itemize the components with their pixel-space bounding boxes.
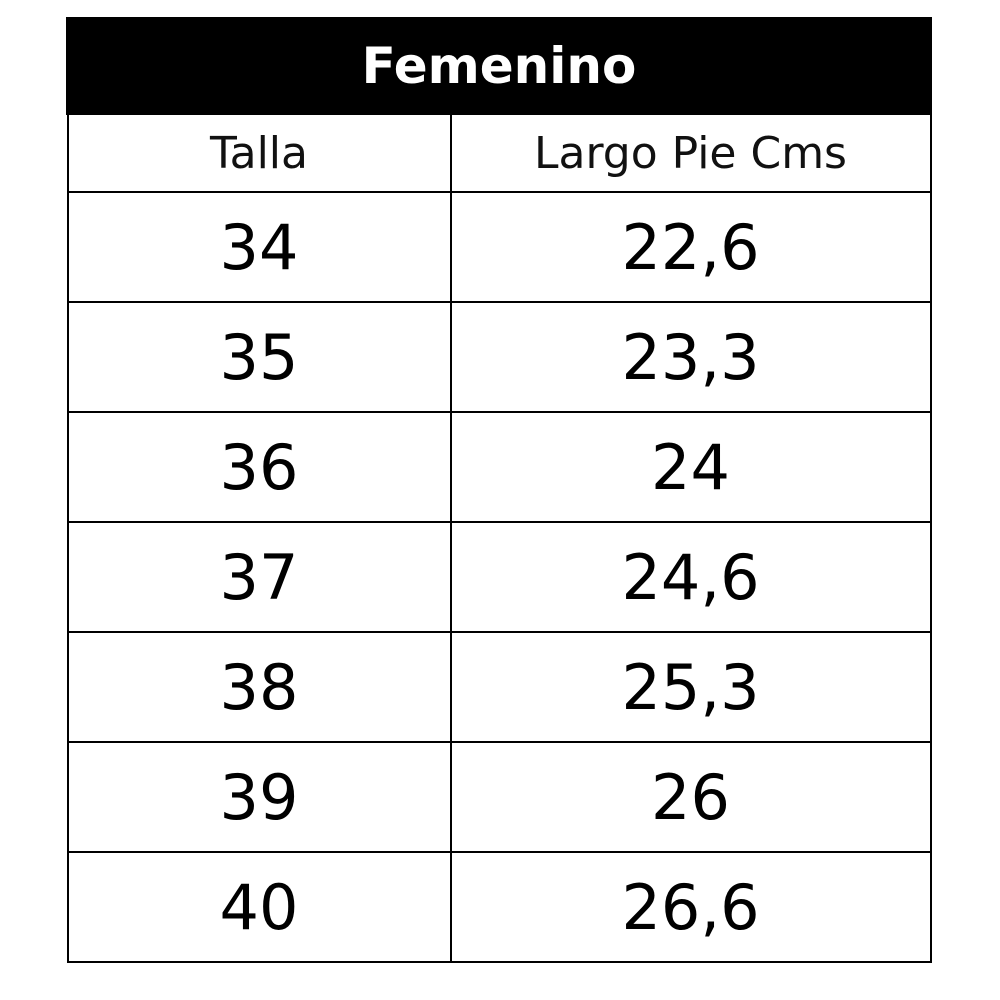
foot-length-cell: 24,6 [449, 521, 932, 633]
table-row: 37 24,6 [66, 521, 932, 633]
size-cell: 36 [66, 411, 452, 523]
table-row: 35 23,3 [66, 301, 932, 413]
column-header-talla: Talla [66, 112, 452, 193]
table-row: 38 25,3 [66, 631, 932, 743]
foot-length-cell: 26,6 [449, 851, 932, 963]
size-cell: 40 [66, 851, 452, 963]
table-row: 36 24 [66, 411, 932, 523]
foot-length-cell: 24 [449, 411, 932, 523]
foot-length-cell: 26 [449, 741, 932, 853]
table-row: 40 26,6 [66, 851, 932, 963]
foot-length-cell: 23,3 [449, 301, 932, 413]
size-cell: 37 [66, 521, 452, 633]
size-cell: 35 [66, 301, 452, 413]
size-table: Femenino Talla Largo Pie Cms 34 22,6 35 23,… [66, 17, 932, 963]
table-title: Femenino [66, 17, 932, 115]
foot-length-cell: 25,3 [449, 631, 932, 743]
size-cell: 34 [66, 191, 452, 303]
size-cell: 38 [66, 631, 452, 743]
table-row: 34 22,6 [66, 191, 932, 303]
foot-length-cell: 22,6 [449, 191, 932, 303]
table-row: 39 26 [66, 741, 932, 853]
column-header-largo: Largo Pie Cms [449, 112, 932, 193]
size-cell: 39 [66, 741, 452, 853]
